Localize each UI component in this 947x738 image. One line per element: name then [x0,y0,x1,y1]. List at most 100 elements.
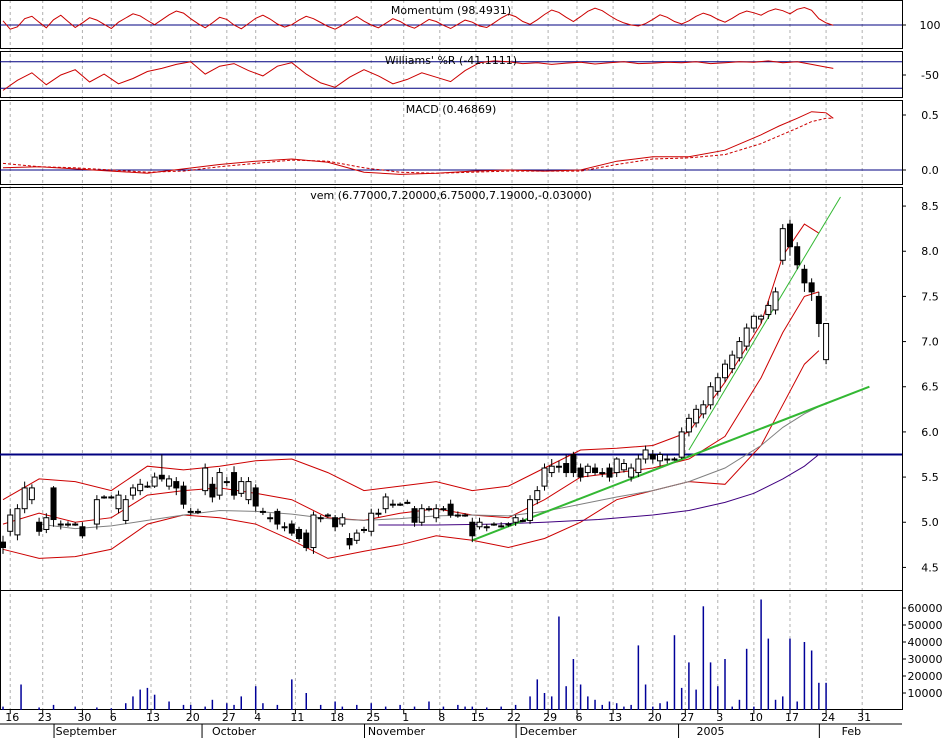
candle-down [0,541,6,549]
y-tick-label: 20000 [908,670,943,683]
y-axis-labels: 100 -50 0.5 0.0 8.5 8.0 7.5 7.0 6.5 6.0 5.5 5.0 4.5 6… [902,19,943,700]
x-day-label: 11 [290,711,304,724]
candle-down [570,453,577,474]
y-tick-label: 0.5 [921,109,939,122]
x-day-label: 30 [77,711,91,724]
candle-down [288,523,295,534]
candle-down [592,467,599,474]
price-title: vem (6.77000,7.20000,6.75000,7.19000,-0.… [310,189,591,202]
candle-down [786,223,793,248]
vertical-gridlines [9,0,863,710]
x-axis-labels: 16 23 30 6 13 20 27 4 11 18 25 1 8 15 22 29 6 13 20 27 3 10 17… [0,710,902,738]
candle-up [722,363,728,379]
candle-down [231,472,238,496]
y-tick-label: 10000 [908,687,943,700]
candle-up [324,514,331,517]
indicator-lines [0,6,902,175]
candle-up [657,453,664,462]
macd-panel [0,100,903,185]
x-day-label: 27 [680,711,694,724]
x-day-label: 23 [38,711,52,724]
candle-up [317,517,324,520]
x-day-label: 25 [366,711,380,724]
y-tick-label: 50000 [908,619,943,632]
x-day-label: 20 [186,711,200,724]
candle-up [555,465,562,468]
candle-up [729,354,736,370]
candle-up [375,512,382,515]
candle-up [382,496,389,510]
trendline-line [471,385,870,542]
x-month-label: October [212,725,256,738]
candle-up [425,508,432,511]
candle-up [194,510,201,513]
candle-up [108,496,115,499]
x-day-label: 3 [716,711,723,724]
candle-up [498,525,505,528]
candle-down [296,528,303,540]
candle-down [794,246,801,266]
candle-up [166,478,173,487]
x-day-label: 6 [575,711,582,724]
candle-up [519,519,526,522]
y-tick-label: 40000 [908,636,943,649]
candle-up [418,508,425,523]
candle-up [743,327,750,347]
candle-down [411,508,418,523]
candle-up [245,481,252,501]
y-tick-label: 30000 [908,653,943,666]
x-day-label: 13 [146,711,160,724]
candle-down [252,487,259,507]
x-day-label: 10 [749,711,763,724]
candle-down [577,467,584,478]
candle-up [144,485,151,488]
candle-up [823,323,830,361]
candle-up [714,377,721,392]
candle-up [202,467,209,492]
y-tick-label: 5.0 [921,516,939,529]
candle-up [758,315,765,320]
candle-up [772,291,779,311]
volume-bars [2,599,827,710]
candle-up [483,526,490,529]
candle-up [541,467,548,487]
candle-up [505,523,512,526]
candle-up [534,490,541,501]
y-tick-label: 6.0 [921,426,939,439]
candle-up [404,501,411,504]
candle-up [628,467,635,478]
y-tick-label: 100 [920,19,941,32]
y-tick-label: 0.0 [921,164,939,177]
candle-up [93,499,100,525]
candle-down [808,282,815,293]
candle-up [678,431,685,458]
candle-down [79,526,86,537]
candle-down [447,503,454,516]
candle-up [476,521,483,528]
candle-up [339,517,346,525]
candle-down [274,510,281,525]
x-day-label: 31 [857,711,871,724]
y-tick-label: 7.5 [921,290,939,303]
candle-up [779,228,786,261]
bollinger-lower-line [2,350,820,559]
candle-up [64,523,71,526]
candle-up [693,408,700,424]
candle-down [332,517,339,528]
candle-up [137,483,144,492]
candle-up [671,458,678,461]
price-overlays [0,196,902,559]
momentum-title: Momentum (98.4931) [391,4,511,17]
candle-up [216,472,223,496]
y-tick-label: 60000 [908,602,943,615]
candle-up [584,465,591,474]
x-month-label: November [368,725,426,738]
williams-title: Williams' %R (-41.1111) [385,54,517,67]
x-day-label: 27 [222,711,236,724]
momentum-series-line [2,6,834,30]
candle-up [14,508,21,536]
x-month-label: September [56,725,117,738]
trendline-line [688,196,841,451]
williams-series-line [2,60,834,91]
